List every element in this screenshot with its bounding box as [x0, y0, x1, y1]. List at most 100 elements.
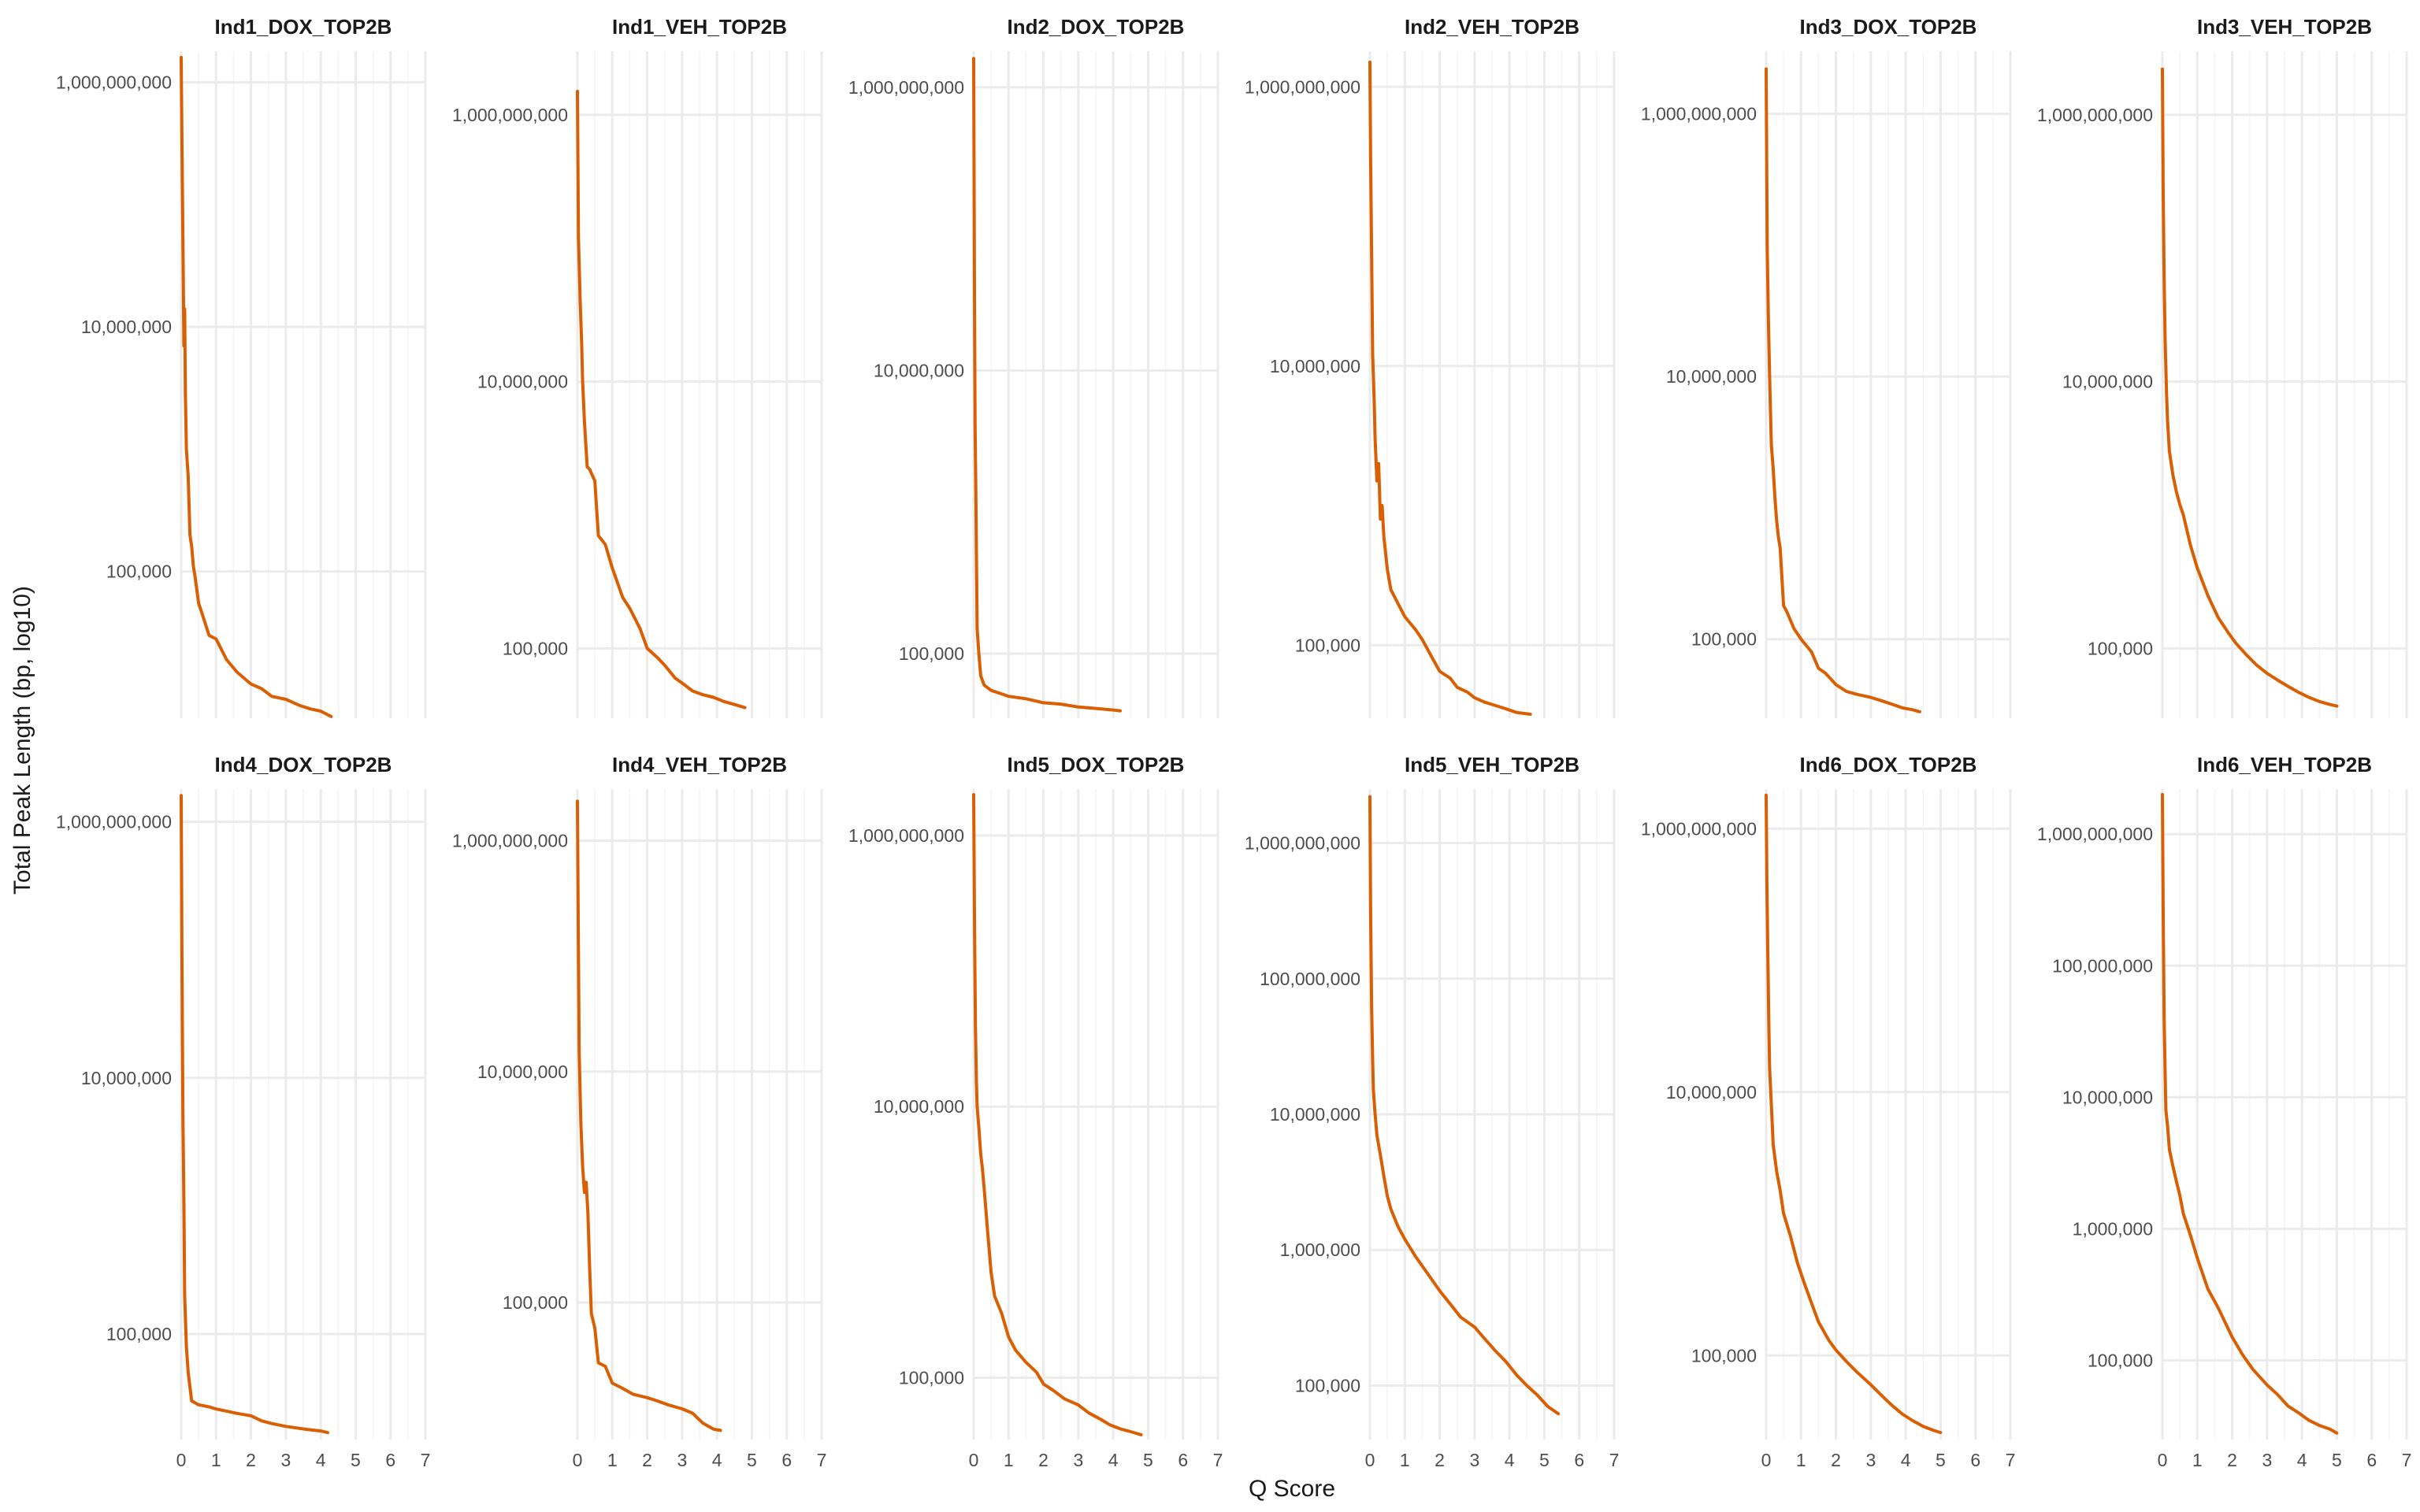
- y-tick-label: 10,000,000: [1666, 366, 1757, 387]
- x-tick-label: 7: [2402, 1450, 2412, 1470]
- y-tick-label: 100,000: [503, 638, 568, 658]
- series-line: [180, 794, 329, 1435]
- x-tick-label: 0: [969, 1450, 979, 1470]
- panel-title: Ind3_VEH_TOP2B: [2197, 15, 2372, 39]
- series-line: [2161, 67, 2339, 708]
- panel-title: Ind6_VEH_TOP2B: [2197, 753, 2372, 776]
- panel-title: Ind4_VEH_TOP2B: [612, 753, 787, 776]
- x-tick-label: 5: [351, 1450, 361, 1470]
- y-tick-label: 100,000: [2088, 1350, 2153, 1370]
- series-line: [1765, 67, 1921, 713]
- y-tick-label: 100,000: [106, 561, 172, 582]
- y-tick-label: 1,000,000,000: [452, 831, 568, 851]
- x-tick-label: 6: [385, 1450, 395, 1470]
- x-tick-label: 7: [1213, 1450, 1223, 1470]
- x-tick-label: 7: [1609, 1450, 1620, 1470]
- x-tick-label: 4: [316, 1450, 326, 1470]
- panel-title: Ind6_DOX_TOP2B: [1800, 753, 1977, 776]
- panel-Ind6_DOX_TOP2B: 100,000 10,000,000 1,000,000,000 Ind6_DOX_T…: [1641, 753, 2015, 1470]
- panel-title: Ind2_DOX_TOP2B: [1008, 15, 1185, 39]
- series-line: [180, 55, 333, 718]
- x-tick-label: 0: [1761, 1450, 1772, 1470]
- panel-Ind5_VEH_TOP2B: 100,000 1,000,000 10,000,000 100,000,000 1,0…: [1245, 753, 1619, 1470]
- y-tick-label: 10,000,000: [477, 1062, 568, 1082]
- x-tick-label: 3: [677, 1450, 687, 1470]
- y-tick-label: 100,000: [899, 1368, 964, 1388]
- y-tick-label: 10,000,000: [1270, 1104, 1360, 1125]
- panel-Ind5_DOX_TOP2B: 100,000 10,000,000 1,000,000,000 Ind5_DOX_T…: [848, 753, 1223, 1470]
- y-axis-title: Total Peak Length (bp, log10): [9, 586, 35, 895]
- y-tick-label: 1,000,000,000: [2037, 824, 2153, 844]
- x-tick-label: 1: [2192, 1450, 2203, 1470]
- y-tick-label: 10,000,000: [2062, 1087, 2153, 1107]
- x-tick-label: 7: [421, 1450, 431, 1470]
- y-tick-label: 10,000,000: [81, 1068, 172, 1088]
- panel-title: Ind2_VEH_TOP2B: [1405, 15, 1579, 39]
- series-line: [1368, 61, 1532, 716]
- y-tick-label: 1,000,000,000: [1641, 104, 1757, 124]
- y-tick-label: 10,000,000: [81, 317, 172, 337]
- panel-Ind1_VEH_TOP2B: 100,000 10,000,000 1,000,000,000 Ind1_VEH_T…: [452, 15, 823, 718]
- y-tick-label: 100,000: [1295, 1375, 1360, 1395]
- x-tick-label: 2: [1038, 1450, 1049, 1470]
- x-tick-label: 1: [607, 1450, 618, 1470]
- panel-title: Ind5_DOX_TOP2B: [1008, 753, 1185, 776]
- y-tick-label: 1,000,000: [1280, 1240, 1360, 1260]
- x-tick-label: 5: [1539, 1450, 1550, 1470]
- x-tick-label: 3: [280, 1450, 291, 1470]
- panel-Ind6_VEH_TOP2B: 100,000 1,000,000 10,000,000 100,000,000 1,0…: [2037, 753, 2411, 1470]
- series-line: [972, 793, 1143, 1436]
- x-tick-label: 4: [712, 1450, 722, 1470]
- panel-title: Ind1_DOX_TOP2B: [215, 15, 392, 39]
- x-tick-label: 2: [642, 1450, 652, 1470]
- y-tick-label: 1,000,000,000: [1641, 818, 1757, 839]
- series-line: [576, 90, 747, 710]
- y-tick-label: 1,000,000,000: [56, 72, 172, 93]
- x-tick-label: 3: [2262, 1450, 2272, 1470]
- panel-title: Ind4_DOX_TOP2B: [215, 753, 392, 776]
- panel-Ind2_DOX_TOP2B: 100,000 10,000,000 1,000,000,000 Ind2_DOX_T…: [848, 15, 1219, 718]
- x-tick-label: 6: [2366, 1450, 2377, 1470]
- y-tick-label: 10,000,000: [477, 372, 568, 392]
- x-tick-label: 2: [1435, 1450, 1445, 1470]
- y-tick-label: 1,000,000,000: [56, 812, 172, 832]
- x-tick-label: 6: [1178, 1450, 1188, 1470]
- x-tick-label: 3: [1073, 1450, 1083, 1470]
- y-tick-label: 100,000,000: [2052, 955, 2153, 976]
- x-tick-label: 0: [573, 1450, 583, 1470]
- y-tick-label: 100,000: [1691, 1345, 1757, 1366]
- x-tick-label: 5: [747, 1450, 757, 1470]
- x-tick-label: 0: [1365, 1450, 1375, 1470]
- x-tick-label: 1: [1796, 1450, 1806, 1470]
- x-tick-label: 2: [246, 1450, 256, 1470]
- panel-title: Ind3_DOX_TOP2B: [1800, 15, 1977, 39]
- x-tick-label: 6: [781, 1450, 792, 1470]
- x-tick-label: 0: [176, 1450, 187, 1470]
- x-tick-label: 1: [1004, 1450, 1014, 1470]
- x-tick-label: 3: [1469, 1450, 1479, 1470]
- y-tick-label: 10,000,000: [874, 360, 964, 380]
- x-tick-label: 2: [2227, 1450, 2237, 1470]
- x-tick-label: 0: [2158, 1450, 2168, 1470]
- panel-Ind1_DOX_TOP2B: 100,000 10,000,000 1,000,000,000 Ind1_DOX_T…: [56, 15, 427, 718]
- y-tick-label: 10,000,000: [1270, 356, 1360, 376]
- panel-Ind3_VEH_TOP2B: 100,000 10,000,000 1,000,000,000 Ind3_VEH_T…: [2037, 15, 2408, 718]
- y-tick-label: 1,000,000,000: [1245, 833, 1360, 854]
- panel-title: Ind1_VEH_TOP2B: [612, 15, 787, 39]
- x-tick-label: 7: [2006, 1450, 2016, 1470]
- x-tick-label: 5: [1143, 1450, 1153, 1470]
- x-tick-label: 1: [211, 1450, 221, 1470]
- panel-Ind4_DOX_TOP2B: 100,000 10,000,000 1,000,000,000 Ind4_DOX_T…: [56, 753, 430, 1470]
- y-tick-label: 1,000,000,000: [452, 105, 568, 125]
- series-line: [576, 799, 722, 1432]
- y-tick-label: 1,000,000,000: [2037, 105, 2153, 125]
- x-tick-label: 4: [1505, 1450, 1515, 1470]
- panel-Ind2_VEH_TOP2B: 100,000 10,000,000 1,000,000,000 Ind2_VEH_T…: [1245, 15, 1616, 718]
- y-tick-label: 1,000,000,000: [848, 825, 964, 846]
- x-axis-title: Q Score: [1249, 1476, 1335, 1502]
- x-tick-label: 4: [2297, 1450, 2307, 1470]
- x-tick-label: 5: [2332, 1450, 2342, 1470]
- panels: 100,000 10,000,000 1,000,000,000 Ind1_DOX_T…: [56, 15, 2411, 1470]
- x-tick-label: 5: [1936, 1450, 1946, 1470]
- y-tick-label: 10,000,000: [2062, 372, 2153, 392]
